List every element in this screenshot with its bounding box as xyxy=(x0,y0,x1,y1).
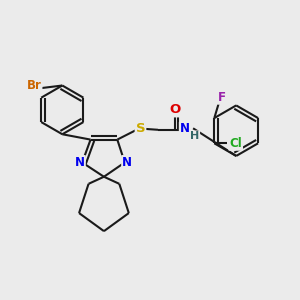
Text: H: H xyxy=(190,131,199,141)
Text: S: S xyxy=(136,122,145,135)
Text: F: F xyxy=(218,91,226,104)
Text: N: N xyxy=(122,156,132,169)
Text: Br: Br xyxy=(27,79,41,92)
Text: O: O xyxy=(169,103,180,116)
Text: N: N xyxy=(180,122,190,135)
Text: N: N xyxy=(75,156,85,169)
Text: Cl: Cl xyxy=(229,137,242,150)
